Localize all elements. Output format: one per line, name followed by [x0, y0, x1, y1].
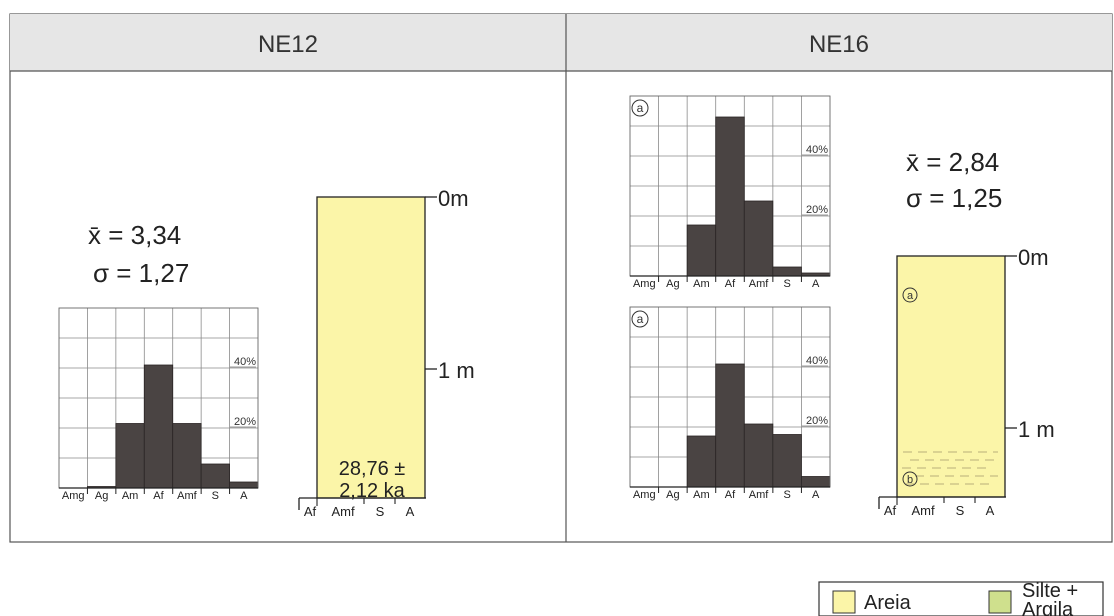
ne12-xlabel-af: Af: [153, 490, 164, 502]
panel-title-ne12: NE12: [258, 31, 318, 58]
ne16-upper-bar-s: [772, 266, 802, 277]
ne12-bar-amf: [172, 423, 202, 489]
ne16-upper-bar-am: [686, 224, 717, 277]
ne16-silt-laminations: [902, 451, 998, 485]
panel-title-ne16: NE16: [809, 31, 869, 58]
ne12-xlabel-ag: Ag: [95, 490, 108, 502]
ne12-sd-stat: σ = 1,27: [93, 258, 189, 288]
header-bar: [10, 14, 1112, 71]
ne12-pct-label-40: 40%: [234, 356, 256, 368]
legend-label-areia: Areia: [864, 592, 912, 614]
ne12-xlabel-s: S: [212, 490, 219, 502]
ne16-upper-bar-amf: [743, 200, 774, 277]
ne16-upper-xlabel-amf: Amf: [749, 278, 770, 290]
ne12-pct-label-20: 20%: [234, 416, 256, 428]
ne16-lower-xlabel-am: Am: [693, 489, 710, 501]
ne12-column-xlabel-s: S: [376, 504, 385, 519]
ne16-lower-bar-af: [715, 363, 745, 488]
ne16-lower-xlabel-amg: Amg: [633, 489, 656, 501]
ne12-xlabel-a: A: [240, 490, 248, 502]
ne16-sample-marker-a: a: [907, 290, 914, 302]
ne16-column-xlabel-s: S: [956, 503, 965, 518]
ne16-lower-bar-a: [801, 476, 831, 488]
ne16-sample-marker-b-circle: [902, 471, 918, 487]
ne16-upper-bar-af: [715, 116, 745, 277]
ne16-upper-marker-circle: [631, 99, 649, 117]
ne16-lower-xlabel-amf: Amf: [749, 489, 770, 501]
ne16-lower-xlabel-a: A: [812, 489, 820, 501]
ne12-column-xlabel-amf: Amf: [331, 504, 355, 519]
ne16-upper-pct-label-20: 20%: [806, 204, 828, 216]
ne16-sample-marker-a-circle: [902, 287, 918, 303]
ne16-upper-xlabel-ag: Ag: [666, 278, 679, 290]
ne12-bar-am: [115, 423, 145, 489]
ne12-column-xlabel-af: Af: [304, 504, 317, 519]
ne12-xlabel-amg: Amg: [62, 490, 85, 502]
ne16-lower-xlabel-s: S: [783, 489, 790, 501]
ne16-lower-marker-label: a: [637, 312, 644, 326]
ne16-lower-xlabel-af: Af: [725, 489, 736, 501]
ne12-age-line-1: 28,76 ±: [339, 458, 406, 480]
ne12-depth-label-0m: 0m: [438, 186, 469, 211]
ne16-upper-pct-label-40: 40%: [806, 144, 828, 156]
ne16-upper-marker-label: a: [637, 101, 644, 115]
ne12-column: 0m 1 m Af Amf S A 28,76 ± 2,12 ka: [298, 186, 475, 519]
legend-swatch-silte-argila: [988, 590, 1012, 614]
ne16-lower-xlabel-ag: Ag: [666, 489, 679, 501]
ne12-depth-label-1m: 1 m: [438, 358, 475, 383]
legend: Areia Silte + Argila: [818, 580, 1104, 616]
ne16-column-xlabel-a: A: [986, 503, 995, 518]
ne16-upper-xlabel-am: Am: [693, 278, 710, 290]
ne12-bar-s: [200, 463, 230, 489]
legend-label-silte-line1: Silte +: [1022, 580, 1078, 602]
ne16-lower-pct-label-40: 40%: [806, 355, 828, 367]
legend-label-silte-line2: Argila: [1022, 599, 1074, 616]
ne16-lower-bar-am: [686, 435, 717, 488]
ne16-column-xlabel-af: Af: [884, 503, 897, 518]
legend-box: [818, 581, 1104, 616]
ne16-lower-marker-circle: [631, 310, 649, 328]
ne12-mean-stat: x̄ = 3,34: [88, 220, 181, 250]
ne16-column-xlabel-amf: Amf: [911, 503, 935, 518]
ne16-lower-bar-s: [772, 434, 802, 488]
legend-swatch-areia: [832, 590, 856, 614]
ne16-sand-column: [896, 255, 1006, 498]
ne16-upper-xlabel-s: S: [783, 278, 790, 290]
ne12-bar-af: [143, 364, 174, 489]
ne16-column: 0m 1 m Af Amf S A a b: [878, 245, 1055, 518]
ne12-age-line-2: 2,12 ka: [339, 480, 405, 502]
ne12-sand-column: [316, 196, 426, 499]
ne12-xlabel-amf: Amf: [177, 490, 198, 502]
ne16-lower-pct-label-20: 20%: [806, 415, 828, 427]
ne16-lower-bar-amf: [743, 423, 774, 488]
ne16-mean-stat: x̄ = 2,84: [906, 147, 999, 177]
ne16-depth-label-1m: 1 m: [1018, 417, 1055, 442]
ne16-upper-xlabel-af: Af: [725, 278, 736, 290]
ne12-bar-a: [229, 481, 259, 489]
histograms: Amg Ag Am Af Amf S A 40% 20% Amg Ag Am Af Amf S A 40% 20%…: [58, 95, 831, 502]
ne16-upper-xlabel-amg: Amg: [633, 278, 656, 290]
ne16-sd-stat: σ = 1,25: [906, 183, 1002, 213]
ne16-upper-xlabel-a: A: [812, 278, 820, 290]
ne16-depth-label-0m: 0m: [1018, 245, 1049, 270]
ne16-sample-marker-b: b: [907, 474, 913, 486]
ne12-column-xlabel-a: A: [406, 504, 415, 519]
ne12-xlabel-am: Am: [122, 490, 139, 502]
